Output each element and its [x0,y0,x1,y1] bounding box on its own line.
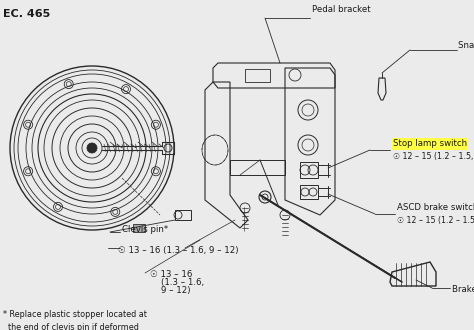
Text: Pedal bracket: Pedal bracket [312,5,371,14]
Text: ASCD brake switch: ASCD brake switch [397,204,474,213]
Text: 9 – 12): 9 – 12) [150,286,191,295]
Text: Brake pedal: Brake pedal [452,284,474,293]
Text: * Replace plastic stopper located at
  the end of clevis pin if deformed
  or da: * Replace plastic stopper located at the… [3,310,147,330]
Text: Clevis pin*: Clevis pin* [122,224,168,234]
Text: EC. 465: EC. 465 [3,9,50,19]
Text: Snap ring: Snap ring [458,42,474,50]
Text: (1.3 – 1.6,: (1.3 – 1.6, [150,278,204,287]
Text: ☉ 12 – 15 (1.2 – 1.5, 9 – 11): ☉ 12 – 15 (1.2 – 1.5, 9 – 11) [397,215,474,224]
Text: ☉ 13 – 16 (1.3 – 1.6, 9 – 12): ☉ 13 – 16 (1.3 – 1.6, 9 – 12) [118,246,238,254]
Text: ☉ 13 – 16: ☉ 13 – 16 [150,270,192,279]
Text: Stop lamp switch: Stop lamp switch [393,140,467,148]
Circle shape [87,143,97,153]
Polygon shape [133,224,145,232]
Text: ☉ 12 – 15 (1.2 – 1.5, 9 – 11): ☉ 12 – 15 (1.2 – 1.5, 9 – 11) [393,151,474,160]
